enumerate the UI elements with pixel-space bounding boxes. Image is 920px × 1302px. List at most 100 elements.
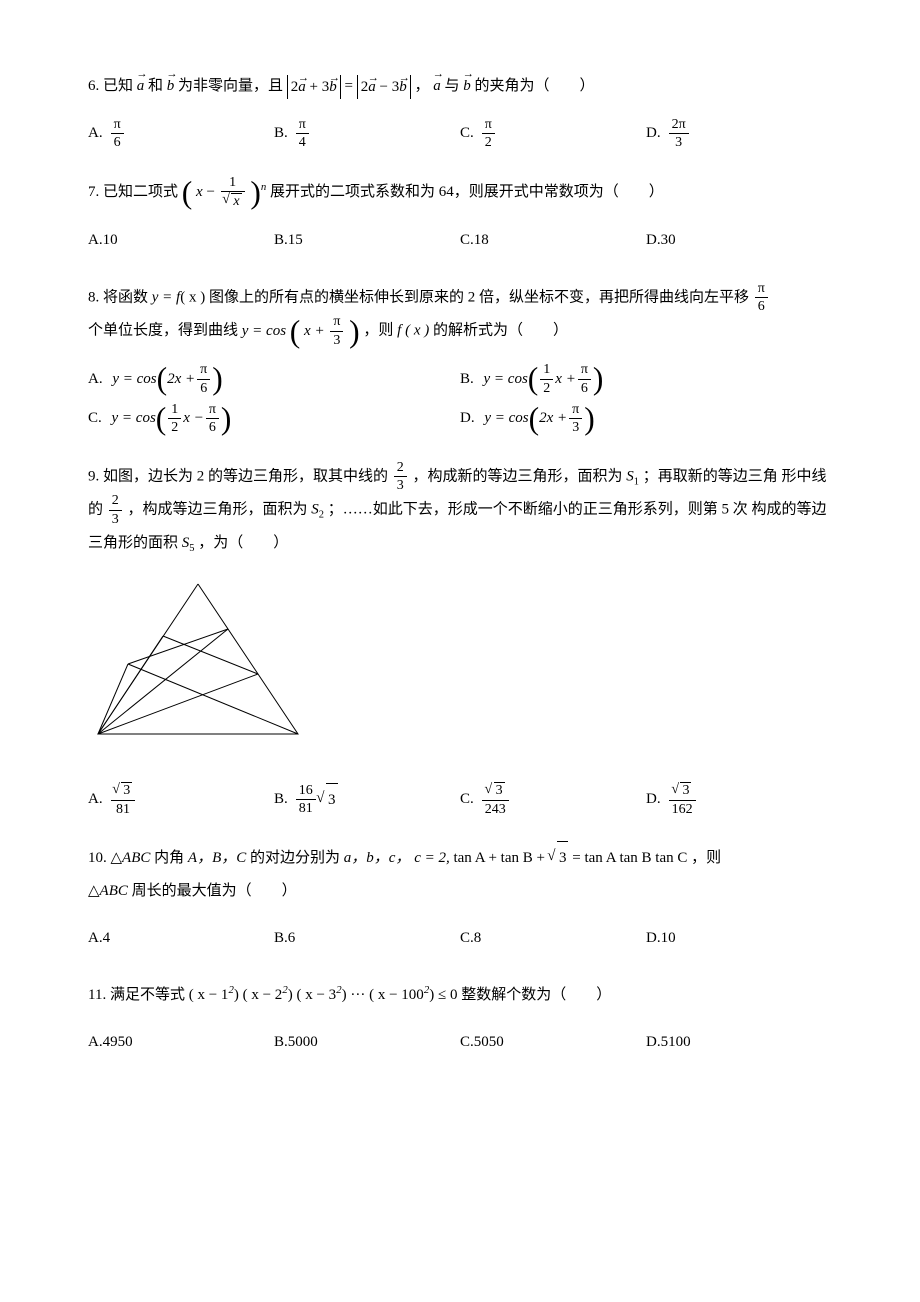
- q9a-d: 81: [111, 801, 136, 817]
- q6-opt-b: B.π4: [274, 117, 460, 151]
- vector-a2: a: [433, 70, 441, 103]
- q6-t5: 与: [444, 78, 459, 94]
- q7-frac-den: x: [221, 192, 245, 209]
- q10-tri2: ABC: [100, 883, 128, 899]
- q6b-den: 4: [296, 134, 309, 150]
- q9a-n: 3: [111, 782, 136, 800]
- question-7: 7. 已知二项式 ( x − 1x )n 展开式的二项式系数和为 64，则展开式…: [88, 175, 832, 263]
- q9-stem: 9. 如图，边长为 2 的等边三角形，取其中线的 23 ，构成新的等边三角形，面…: [88, 460, 832, 561]
- rparen2-icon: ): [349, 319, 360, 344]
- q9b-frac: 1681: [296, 783, 316, 817]
- lp4-icon: (: [529, 406, 540, 431]
- q8-t3: 个单位长度，得到曲线: [88, 323, 238, 339]
- q8c-cn: 1: [168, 402, 181, 419]
- q11-p2: ( x − 2: [243, 987, 283, 1003]
- q9a-rad: 3: [121, 782, 132, 798]
- q10-t6: 周长的最大值为（ ）: [132, 883, 297, 899]
- q8-num: 8.: [88, 289, 99, 305]
- vector-b2: b: [463, 70, 471, 103]
- q9c-d: 243: [482, 801, 509, 817]
- q7d-l: D.: [646, 224, 661, 257]
- q8-yeq: y = f: [152, 289, 180, 305]
- q9-t1: 如图，边长为 2 的等边三角形，取其中线的: [103, 468, 388, 484]
- q10-tri: ABC: [122, 850, 150, 866]
- q9d-frac: 3162: [669, 782, 696, 817]
- q8d-d: 3: [569, 419, 582, 435]
- q11-opt-a: A. 4950: [88, 1026, 274, 1059]
- q8c-frac: π6: [206, 402, 219, 436]
- q8d-lhs: y = cos: [484, 402, 528, 435]
- q11-t2: 整数解个数为（ ）: [461, 987, 611, 1003]
- q6c-num: π: [482, 117, 495, 134]
- q7-rad: x: [233, 194, 239, 209]
- question-10: 10. △ABC 内角 A，B，C 的对边分别为 a，b，c， c = 2, t…: [88, 841, 832, 961]
- q11-le: ≤ 0: [438, 987, 461, 1003]
- q8c-cd: 2: [168, 419, 181, 435]
- q9-s2s: 2: [319, 510, 324, 521]
- q8-options: A. y = cos(2x +π6) B. y = cos(12x +π6) C…: [88, 362, 832, 442]
- q6b-label: B.: [274, 117, 288, 150]
- q7-opt-d: D. 30: [646, 224, 832, 257]
- q8-opt-b: B. y = cos(12x +π6): [460, 362, 832, 396]
- q8d-coef: 2x +: [539, 402, 567, 435]
- q10a-l: A.: [88, 922, 103, 955]
- q7c-v: 18: [474, 224, 489, 257]
- q8c-coef: 12: [168, 402, 181, 436]
- q7-minus: −: [206, 184, 214, 200]
- q6-eq: =: [345, 78, 353, 94]
- q6a-label: A.: [88, 117, 103, 150]
- q9-t6: ；……如此下去，形成一个不断缩小的正三角形系列，则第 5 次: [328, 502, 748, 518]
- q11-p4c: ): [429, 987, 434, 1003]
- q6-opt-a: A.π6: [88, 117, 274, 151]
- q9a-frac: 381: [111, 782, 136, 817]
- q6-t3: 为非零向量，且: [178, 78, 283, 94]
- q8-paren: ( x ): [180, 289, 205, 305]
- q11c-v: 5050: [474, 1026, 504, 1059]
- q8a-l: A.: [88, 363, 103, 396]
- q10c-l: C.: [460, 922, 474, 955]
- q9-t8: ，为（ ）: [198, 535, 288, 551]
- q8c-d: 6: [206, 419, 219, 435]
- q7-num: 7.: [88, 184, 99, 200]
- q8c-x: x −: [183, 402, 204, 435]
- q6a-den: 6: [111, 134, 124, 150]
- rp4-icon: ): [584, 406, 595, 431]
- vector-a: a: [137, 70, 145, 103]
- sqrt4-icon: 3: [486, 782, 505, 798]
- rparen-icon: ): [250, 180, 261, 205]
- q11-stem: 11. 满足不等式 ( x − 12) ( x − 22) ( x − 32) …: [88, 979, 832, 1012]
- q9-t3: ；再取新的等边三角: [643, 468, 778, 484]
- q9d-l: D.: [646, 783, 661, 816]
- q8-cos: y = cos: [242, 323, 286, 339]
- q9-opt-d: D. 3162: [646, 782, 832, 817]
- question-6: 6. 已知 a 和 b 为非零向量，且 2a + 3b = 2a − 3b ， …: [88, 70, 832, 157]
- vector-b: b: [167, 70, 175, 103]
- q10-opt-c: C. 8: [460, 922, 646, 955]
- q8-t2: 图像上的所有点的横坐标伸长到原来的 2 倍，纵坐标不变，再把所得曲线向左平移: [209, 289, 749, 305]
- q9c-l: C.: [460, 783, 474, 816]
- abs1-va: a: [298, 75, 306, 99]
- q11-expr: ( x − 12) ( x − 22) ( x − 32) ··· ( x − …: [189, 987, 461, 1003]
- question-11: 11. 满足不等式 ( x − 12) ( x − 22) ( x − 32) …: [88, 979, 832, 1065]
- q8b-lhs: y = cos: [484, 363, 528, 396]
- q9-f2: 23: [109, 493, 122, 527]
- q8-opt-d: D. y = cos(2x +π3): [460, 402, 832, 436]
- q7-x: x: [196, 184, 203, 200]
- q9-f2n: 2: [109, 493, 122, 510]
- q11-dots: ···: [350, 987, 369, 1003]
- q8-shift: π6: [755, 281, 768, 315]
- lp2-icon: (: [528, 366, 539, 391]
- q6-t6: 的夹角为（ ）: [474, 78, 594, 94]
- q9-s1s: 1: [634, 476, 639, 487]
- q9d-rad: 3: [680, 782, 691, 798]
- q9b-rad: 3: [326, 783, 338, 817]
- q9-f1: 23: [394, 460, 407, 494]
- q6-t4: ，: [414, 78, 429, 94]
- lp-icon: (: [157, 366, 168, 391]
- q7-options: A. 10 B. 15 C. 18 D. 30: [88, 224, 832, 263]
- rp3-icon: ): [221, 406, 232, 431]
- q11a-v: 4950: [103, 1026, 133, 1059]
- q8-innerx: x +: [304, 323, 325, 339]
- q8-shift-den: 6: [755, 298, 768, 314]
- q10-tri-sym: △: [111, 850, 123, 866]
